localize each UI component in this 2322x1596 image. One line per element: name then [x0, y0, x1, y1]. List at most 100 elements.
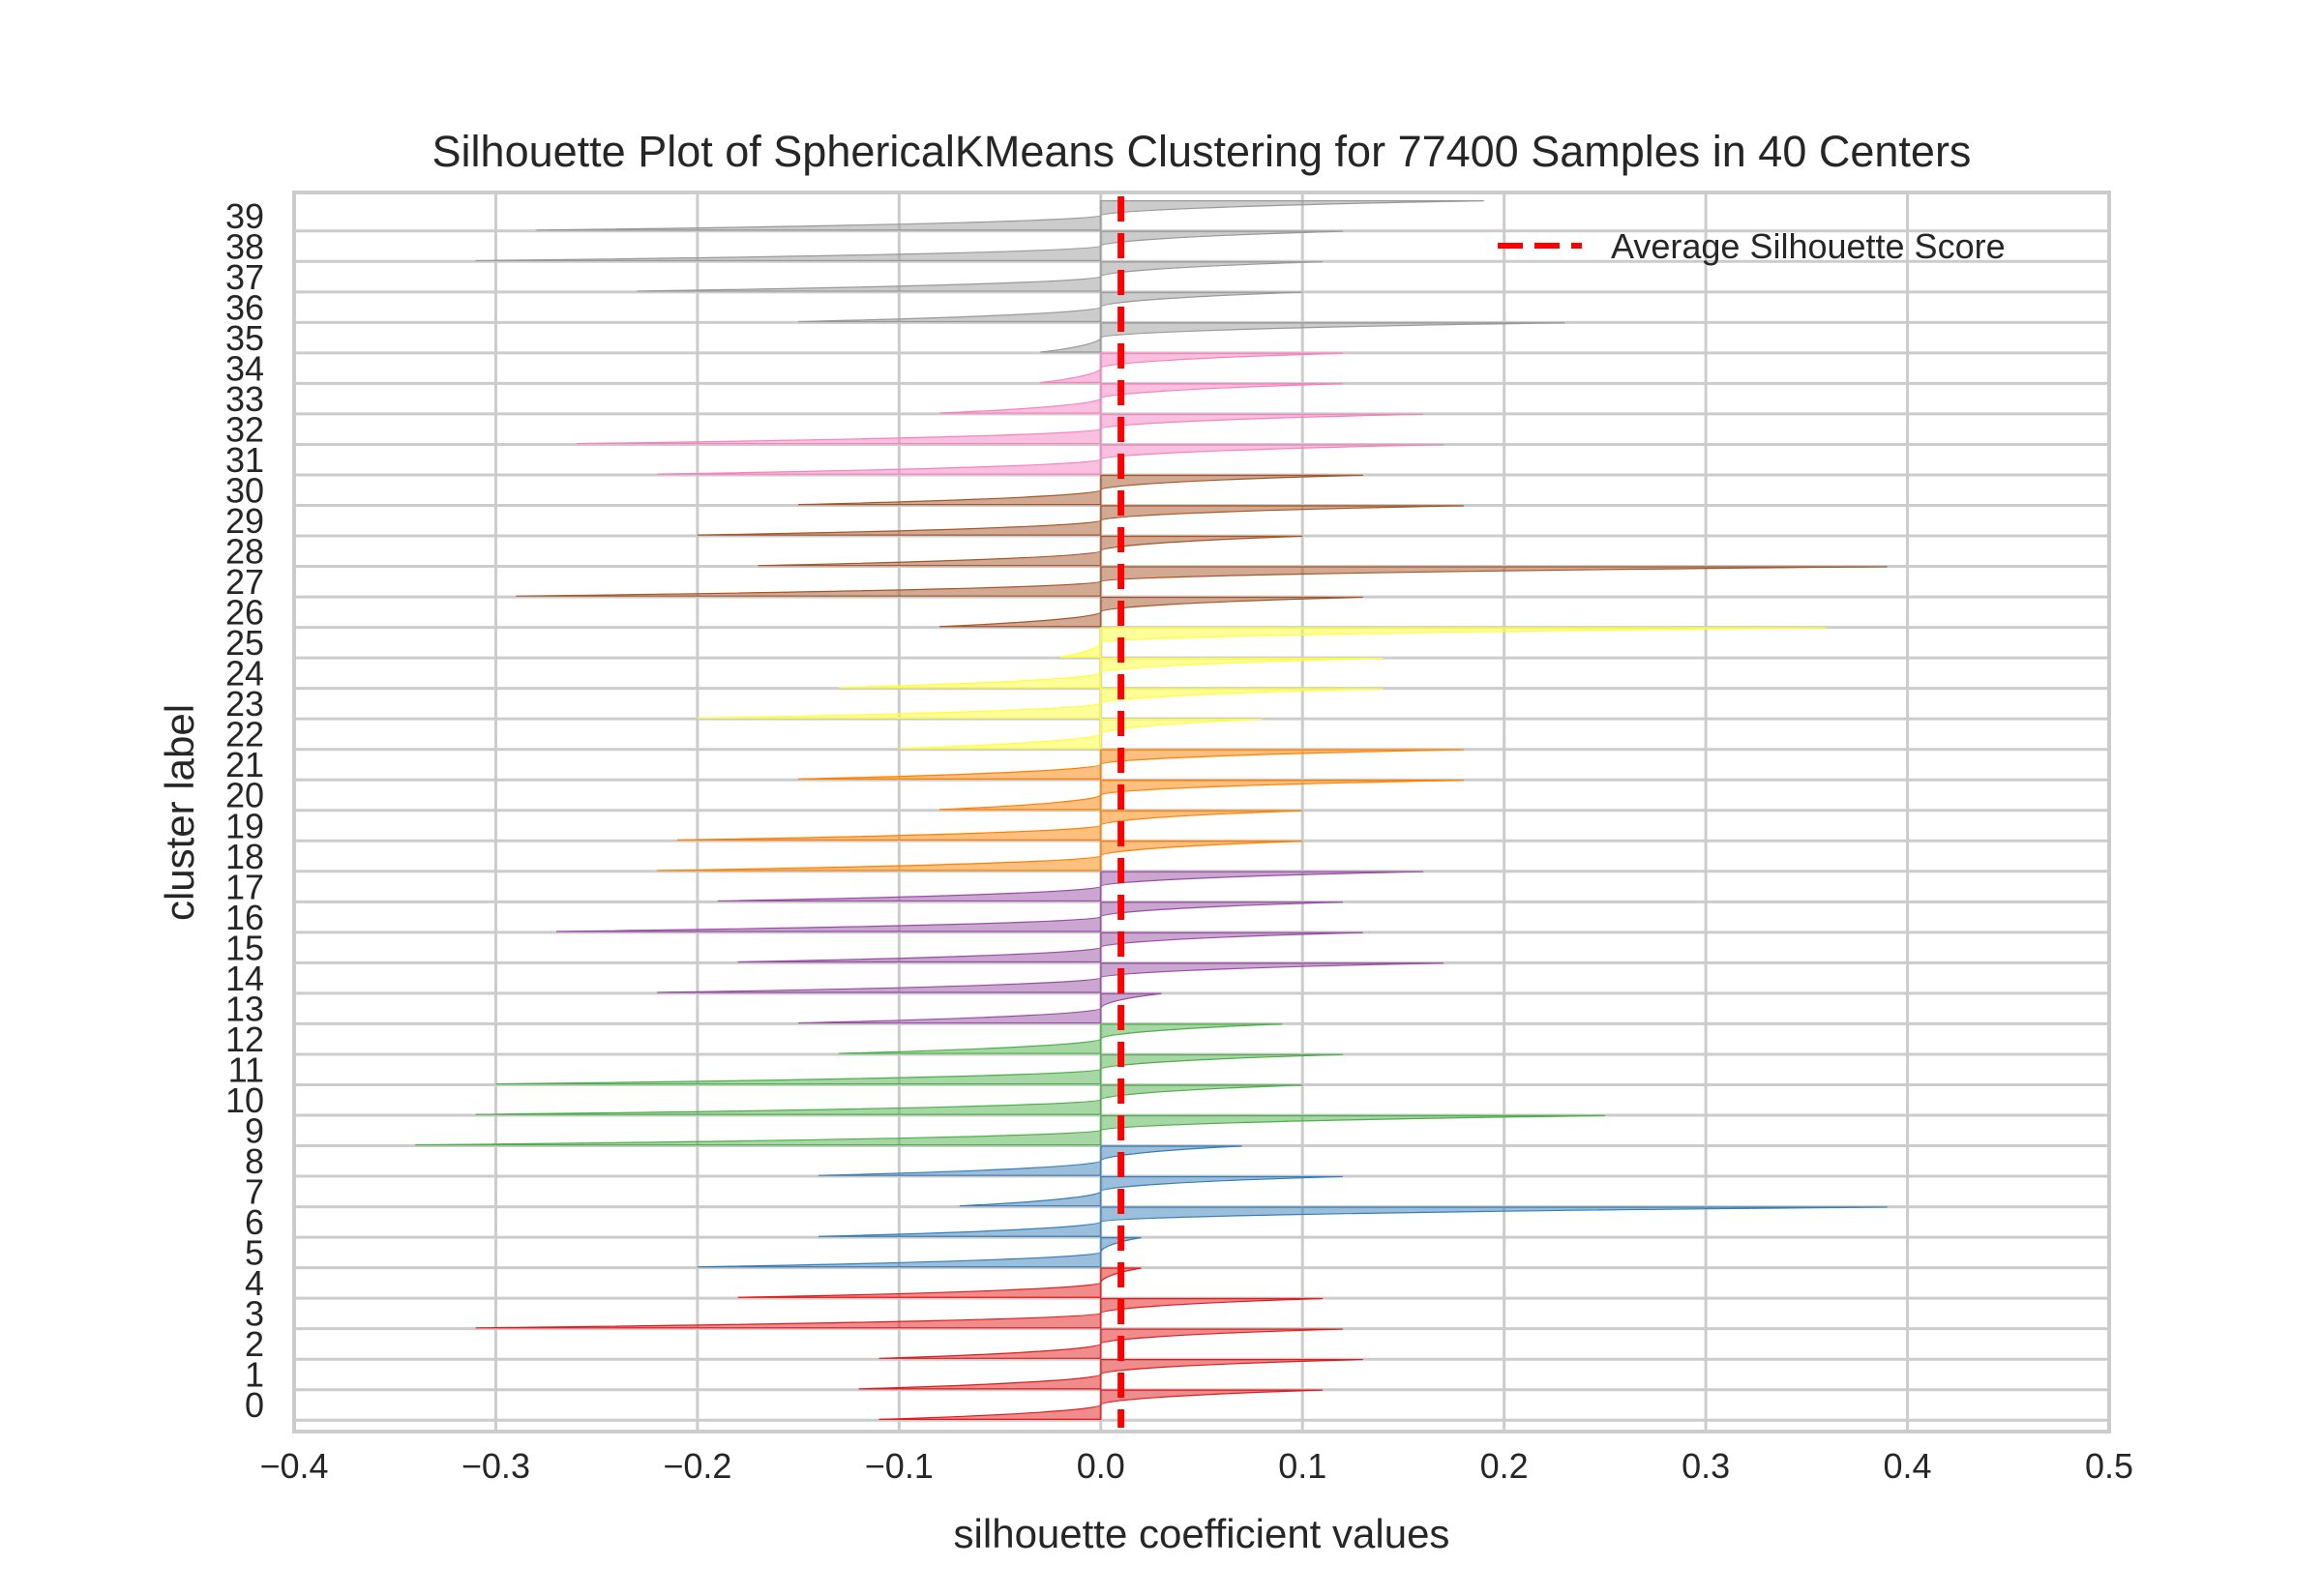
cluster-area-33 — [938, 383, 1343, 414]
cluster-area-27 — [516, 566, 1888, 597]
cluster-area-16 — [555, 901, 1343, 932]
cluster-area-22 — [899, 718, 1263, 750]
cluster-area-9 — [415, 1114, 1605, 1146]
y-tick-label: 3 — [245, 1294, 264, 1334]
y-tick-label: 30 — [225, 470, 264, 510]
y-tick-label: 27 — [225, 562, 264, 602]
y-tick-label: 36 — [225, 287, 264, 327]
y-tick-label: 20 — [225, 776, 264, 815]
y-tick-label: 6 — [245, 1202, 264, 1242]
cluster-area-37 — [637, 261, 1324, 292]
x-tick-label: 0.2 — [1480, 1446, 1529, 1486]
y-tick-label: 11 — [228, 1049, 264, 1089]
y-tick-label: 37 — [225, 257, 264, 297]
cluster-area-20 — [938, 780, 1464, 811]
cluster-area-28 — [758, 535, 1303, 567]
cluster-area-17 — [717, 871, 1424, 902]
x-axis-label: silhouette coefficient values — [954, 1511, 1450, 1556]
cluster-area-23 — [697, 688, 1384, 719]
y-tick-label: 16 — [225, 898, 264, 937]
x-tick-label: 0.1 — [1278, 1446, 1326, 1486]
x-tick-label: −0.4 — [259, 1446, 328, 1486]
y-tick-label: 5 — [245, 1233, 264, 1273]
x-tick-label: −0.1 — [865, 1446, 934, 1486]
y-tick-label: 14 — [225, 959, 264, 998]
y-tick-label: 33 — [225, 379, 264, 419]
y-tick-label: 8 — [245, 1141, 264, 1181]
y-tick-label: 29 — [225, 501, 264, 541]
cluster-area-18 — [657, 841, 1303, 872]
y-tick-label: 2 — [245, 1324, 264, 1364]
y-tick-label: 18 — [225, 837, 264, 876]
cluster-area-12 — [838, 1023, 1283, 1054]
y-tick-label: 38 — [225, 226, 264, 266]
cluster-area-39 — [536, 200, 1484, 231]
legend-label: Average Silhouette Score — [1611, 226, 2006, 266]
x-tick-label: 0.5 — [2085, 1446, 2133, 1486]
y-axis-label: cluster label — [157, 704, 202, 921]
y-tick-label: 28 — [225, 532, 264, 572]
cluster-area-8 — [818, 1145, 1242, 1176]
x-tick-label: 0.3 — [1682, 1446, 1730, 1486]
y-tick-label: 24 — [225, 654, 264, 694]
x-tick-label: −0.2 — [663, 1446, 731, 1486]
x-tick-label: −0.3 — [461, 1446, 530, 1486]
cluster-area-15 — [737, 931, 1363, 963]
cluster-area-6 — [818, 1206, 1888, 1237]
cluster-area-24 — [838, 657, 1384, 689]
y-tick-label: 25 — [225, 623, 264, 663]
cluster-area-19 — [677, 810, 1303, 841]
y-tick-label: 12 — [225, 1020, 264, 1059]
y-tick-label: 15 — [225, 928, 264, 967]
cluster-area-32 — [576, 413, 1424, 445]
silhouette-areas — [415, 200, 1888, 1420]
cluster-area-2 — [878, 1328, 1343, 1359]
y-tick-label: 26 — [225, 593, 264, 633]
cluster-area-25 — [1059, 627, 1828, 658]
y-tick-label: 7 — [245, 1172, 264, 1212]
y-tick-label: 17 — [225, 867, 264, 906]
y-tick-label: 23 — [225, 684, 264, 724]
cluster-area-38 — [475, 230, 1343, 262]
x-tick-labels: −0.4 −0.3 −0.2 −0.1 0.0 0.1 0.2 0.3 0.4 0.5 — [259, 1446, 2133, 1486]
y-tick-labels: 0123456789101112131415161718192021222324… — [225, 196, 264, 1425]
y-tick-label: 32 — [225, 409, 264, 449]
cluster-area-11 — [495, 1053, 1343, 1085]
y-tick-label: 22 — [225, 715, 264, 754]
chart-title: Silhouette Plot of SphericalKMeans Clust… — [432, 127, 1972, 176]
cluster-area-1 — [858, 1358, 1363, 1390]
y-tick-label: 9 — [245, 1111, 264, 1151]
cluster-area-4 — [737, 1267, 1142, 1298]
cluster-area-36 — [798, 291, 1303, 323]
cluster-area-21 — [798, 749, 1464, 780]
plot-frame — [292, 191, 2111, 1433]
cluster-area-13 — [798, 992, 1162, 1024]
cluster-area-3 — [475, 1297, 1324, 1329]
cluster-area-31 — [657, 444, 1444, 475]
y-tick-label: 4 — [245, 1263, 264, 1303]
y-tick-label: 39 — [225, 196, 264, 236]
y-tick-label: 34 — [225, 348, 264, 388]
x-tick-label: 0.0 — [1077, 1446, 1125, 1486]
cluster-area-34 — [1040, 352, 1343, 384]
y-tick-label: 21 — [225, 745, 264, 784]
y-tick-label: 10 — [225, 1080, 264, 1120]
cluster-area-5 — [697, 1236, 1142, 1268]
cluster-area-10 — [475, 1084, 1303, 1115]
cluster-area-0 — [878, 1389, 1324, 1420]
cluster-area-30 — [798, 474, 1363, 506]
y-tick-label: 19 — [225, 806, 264, 845]
x-tick-label: 0.4 — [1884, 1446, 1932, 1486]
cluster-area-29 — [697, 505, 1464, 536]
y-tick-label: 1 — [245, 1355, 264, 1395]
cluster-area-7 — [959, 1175, 1343, 1207]
y-tick-label: 35 — [225, 318, 264, 358]
cluster-area-14 — [657, 962, 1444, 993]
cluster-area-35 — [1040, 322, 1565, 353]
legend: Average Silhouette Score — [1498, 226, 2006, 266]
y-tick-label: 0 — [245, 1385, 264, 1425]
cluster-area-26 — [938, 596, 1363, 628]
y-tick-label: 31 — [225, 440, 264, 480]
y-tick-label: 13 — [225, 989, 264, 1028]
